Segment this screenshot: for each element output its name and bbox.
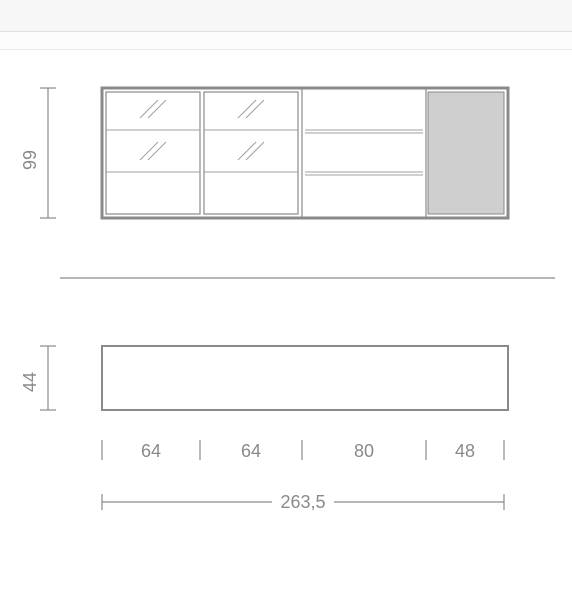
glass-reflection-icon — [148, 100, 166, 118]
window-toolbar — [0, 32, 572, 50]
dim-height-upper: 99 — [20, 88, 56, 218]
dim-label: 263,5 — [280, 492, 325, 512]
glass-reflection-icon — [140, 100, 158, 118]
dim-segments: 64 64 80 48 — [102, 440, 504, 461]
dim-label: 99 — [20, 150, 40, 170]
glass-reflection-icon — [148, 142, 166, 160]
glass-reflection-icon — [238, 100, 256, 118]
front-elevation — [102, 88, 508, 218]
section-open-shelf — [305, 130, 423, 175]
dim-label: 80 — [354, 441, 374, 461]
dim-height-lower: 44 — [20, 346, 56, 410]
dim-total-width: 263,5 — [102, 492, 504, 512]
section-closed-door — [428, 92, 504, 214]
glass-reflection-icon — [246, 142, 264, 160]
window-titlebar — [0, 0, 572, 32]
plan-view-rect — [102, 346, 508, 410]
section-glass-left — [106, 92, 200, 214]
dim-label: 64 — [141, 441, 161, 461]
glass-reflection-icon — [246, 100, 264, 118]
drawing-canvas: 99 44 64 64 80 48 263,5 — [0, 60, 572, 600]
glass-reflection-icon — [238, 142, 256, 160]
dim-label: 48 — [455, 441, 475, 461]
glass-reflection-icon — [140, 142, 158, 160]
section-glass-right — [204, 92, 298, 214]
dim-label: 44 — [20, 372, 40, 392]
technical-drawing-svg: 99 44 64 64 80 48 263,5 — [0, 60, 572, 600]
dim-label: 64 — [241, 441, 261, 461]
